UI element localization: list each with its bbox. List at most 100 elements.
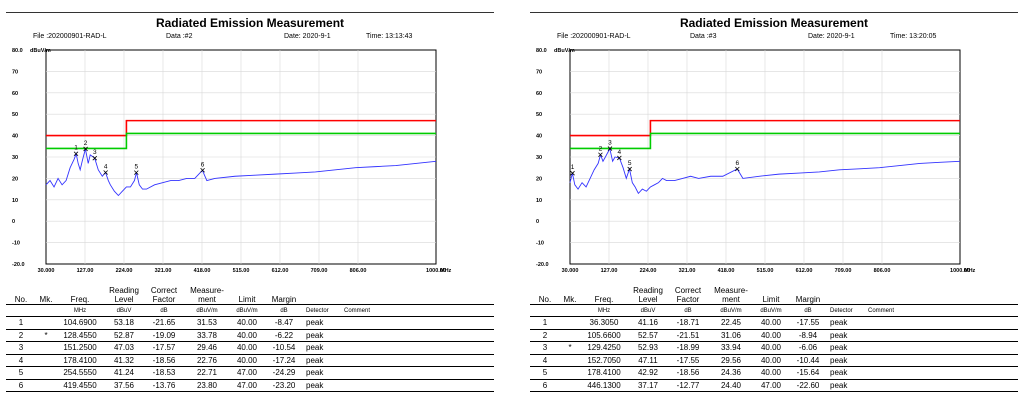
x-unit-label: MHz [964,268,976,274]
table-cell: 5 [530,366,560,380]
column-header: Freq. [580,280,628,305]
unit-cell: Detector [828,304,866,317]
table-cell [342,329,494,342]
column-header [342,280,494,305]
table-cell: 24.36 [708,366,754,380]
y-tick-label: 60 [12,91,18,97]
x-tick-label: 1000.00 [426,268,446,274]
x-tick-label: 30.000 [562,268,579,274]
table-cell: 40.00 [754,366,788,380]
x-tick-label: 612.00 [272,268,289,274]
header-row: No. Mk. Freq. Reading Level Correct Factor Meas… [6,280,494,305]
marker-table: No. Mk. Freq. Reading Level Correct Factor Meas… [6,280,494,392]
table-cell: 151.2500 [56,341,104,355]
table-cell [866,379,1018,392]
limit-line [46,119,436,137]
y-tick-label: 10 [536,198,542,204]
y-tick-label: 20 [536,176,542,182]
table-cell: 419.4550 [56,379,104,392]
unit-cell: dBuV/m [184,304,230,317]
table-cell: peak [828,329,866,342]
table-cell [342,379,494,392]
table-cell: 40.00 [754,354,788,367]
table-cell: -10.54 [264,341,304,355]
table-cell: 40.00 [230,354,264,367]
table-cell [866,329,1018,342]
table-cell: 31.53 [184,316,230,330]
column-header: Limit [754,280,788,305]
table-cell [560,329,580,342]
marker-point [83,146,88,152]
table-row: 1 104.6900 53.18 -21.65 31.53 40.00 -8.47 peak [6,316,494,330]
x-tick-label: 224.00 [640,268,657,274]
data-label: Data :#3 [690,33,717,40]
table-cell: 33.94 [708,341,754,355]
emission-trace [569,147,961,195]
x-tick-label: 418.00 [194,268,211,274]
table-row: 4 152.7050 47.11 -17.55 29.56 40.00 -10.44 peak [530,354,1018,367]
table-cell: -21.51 [668,329,708,342]
table-cell: 2 [6,329,36,342]
table-row: 5 254.5550 41.24 -18.53 22.71 47.00 -24.29 peak [6,366,494,380]
table-cell [36,366,56,380]
marker-point [134,170,139,175]
table-cell: 37.17 [628,379,668,392]
table-cell: 40.00 [230,329,264,342]
table-cell: 1 [6,316,36,330]
table-cell: 178.4100 [580,366,628,380]
table-cell: -12.77 [668,379,708,392]
y-tick-label: 80.0 [12,48,23,54]
table-cell [866,354,1018,367]
table-cell [36,316,56,330]
table-cell: -6.06 [788,341,828,355]
emission-plot: -20.0 -10 0 10 20 30 40 50 60 70 80.0 30.000 127.00 2… [6,40,494,276]
table-cell: peak [304,341,342,355]
report-panel-left: Radiated Emission Measurement File :2020… [6,0,494,420]
y-tick-label: 40 [12,134,18,140]
table-cell: -18.53 [144,366,184,380]
marker-label: 6 [735,160,739,167]
column-header: Margin [264,280,304,305]
table-cell: 31.06 [708,329,754,342]
table-row: 6 419.4550 37.56 -13.76 23.80 47.00 -23.20 peak [6,379,494,392]
table-cell: 40.00 [754,329,788,342]
x-tick-label: 515.00 [757,268,774,274]
table-cell [342,341,494,355]
marker-point [103,170,108,175]
table-cell: 22.76 [184,354,230,367]
marker-table: No. Mk. Freq. Reading Level Correct Factor Meas… [530,280,1018,392]
unit-cell: MHz [56,304,104,317]
emission-trace [45,148,437,197]
unit-cell [530,304,560,317]
y-tick-label: 30 [536,155,542,161]
column-header [828,280,866,305]
y-tick-label: 60 [536,91,542,97]
x-tick-label: 806.00 [874,268,891,274]
table-row: 2 * 128.4550 52.87 -19.09 33.78 40.00 -6.22 peak [6,329,494,342]
date-label: Date: 2020-9-1 [284,33,331,40]
unit-cell [560,304,580,317]
table-cell: -17.55 [668,354,708,367]
table-cell: 152.7050 [580,354,628,367]
report-title: Radiated Emission Measurement [679,16,869,30]
table-cell: 40.00 [230,316,264,330]
x-unit-label: MHz [440,268,452,274]
table-cell: -18.99 [668,341,708,355]
y-tick-label: -20.0 [12,262,25,268]
table-cell: 47.03 [104,341,144,355]
table-cell: 254.5550 [56,366,104,380]
marker-label: 5 [134,164,138,171]
table-cell: 23.80 [184,379,230,392]
unit-cell: Comment [342,304,494,317]
table-cell: 22.45 [708,316,754,330]
table-cell: -10.44 [788,354,828,367]
y-tick-label: 40 [536,134,542,140]
y-tick-label: 70 [536,69,542,75]
table-cell: 5 [6,366,36,380]
marker-label: 2 [84,140,88,147]
table-cell: -13.76 [144,379,184,392]
y-unit-label: dBuV/m [30,48,51,54]
x-tick-label: 321.00 [679,268,696,274]
table-cell: 52.87 [104,329,144,342]
table-cell: -18.71 [668,316,708,330]
